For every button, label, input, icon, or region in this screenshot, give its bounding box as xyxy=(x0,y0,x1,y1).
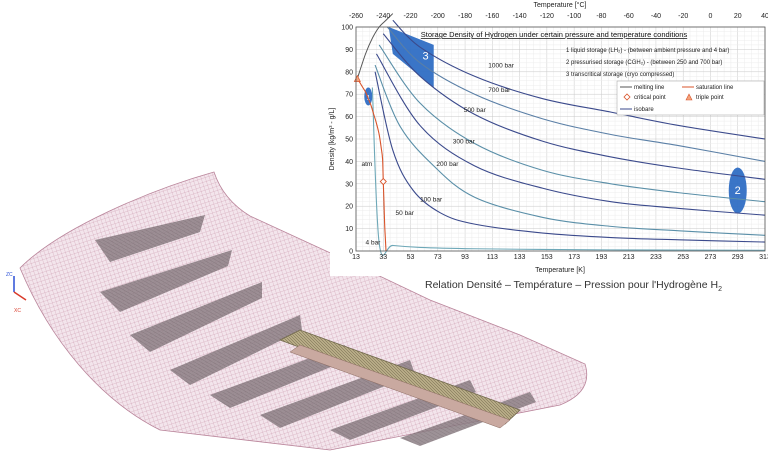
y-tick-label: 20 xyxy=(345,204,353,211)
legend-isobare: isobare xyxy=(634,107,654,113)
y-tick-label: 70 xyxy=(345,92,353,99)
atm-label: atm xyxy=(361,161,372,168)
isobar-label: 500 bar xyxy=(464,107,487,114)
x2-tick-label: 20 xyxy=(734,13,742,20)
axis-label-xc: XC xyxy=(14,308,21,314)
x-tick-label: 313 xyxy=(759,254,768,261)
x2-tick-label: -80 xyxy=(596,13,606,20)
line-legend: melting line saturation line critical po… xyxy=(616,80,765,116)
isobar-label: 50 bar xyxy=(396,210,415,217)
x2-tick-label: -20 xyxy=(678,13,688,20)
zone-legend: 1 liquid storage (LH₂) - (between ambien… xyxy=(566,48,729,78)
x-tick-label: 273 xyxy=(705,254,717,261)
isobar-label: 1000 bar xyxy=(488,62,514,69)
x-tick-label: 153 xyxy=(541,254,553,261)
x-axis-title: Temperature [K] xyxy=(535,267,585,274)
y-tick-label: 50 xyxy=(345,137,353,144)
isobar-1000-bar xyxy=(392,19,766,140)
isobar-label: 300 bar xyxy=(453,138,476,145)
y-tick-label: 0 xyxy=(349,249,353,256)
isobar-200-bar xyxy=(375,53,766,216)
phase-lines: atm xyxy=(353,13,394,252)
x-tick-label: 173 xyxy=(568,254,580,261)
x2-axis-title: Temperature [°C] xyxy=(534,1,587,9)
isobar-100-bar xyxy=(374,64,766,236)
legend-saturation-line: saturation line xyxy=(696,85,734,91)
y-axis-title: Density [kg/m³ - g/L] xyxy=(329,108,336,171)
triple-point-icon xyxy=(685,93,693,101)
zone-label-2: 2 xyxy=(735,185,741,197)
chart-caption: Relation Densité – Température – Pressio… xyxy=(425,279,722,294)
y-tick-label: 90 xyxy=(345,47,353,54)
saturation-line xyxy=(356,78,387,252)
isobar-50-bar xyxy=(374,71,766,243)
chart-title: Storage Density of Hydrogen under certai… xyxy=(421,30,688,39)
y-tick-label: 100 xyxy=(341,25,353,32)
legend-zone-1: 1 liquid storage (LH₂) - (between ambien… xyxy=(566,48,729,54)
x2-tick-label: -260 xyxy=(349,13,363,20)
isobar-500-bar xyxy=(382,33,766,180)
x2-tick-label: -200 xyxy=(431,13,445,20)
x-tick-label: 13 xyxy=(352,254,360,261)
legend-zone-3: 3 transcritical storage (cryo compressed… xyxy=(566,72,674,78)
axis-ticks: 13 33 53 73 93 113 133 153 173 193 213 233 253 273 293… xyxy=(341,13,768,261)
x2-tick-label: -40 xyxy=(651,13,661,20)
x2-tick-label: 40 xyxy=(761,13,768,20)
x2-tick-label: -140 xyxy=(513,13,527,20)
y-tick-label: 80 xyxy=(345,69,353,76)
y-tick-label: 60 xyxy=(345,114,353,121)
isobar-4-bar xyxy=(371,87,766,256)
y-tick-label: 40 xyxy=(345,159,353,166)
x-tick-label: 73 xyxy=(434,254,442,261)
x-tick-label: 133 xyxy=(514,254,526,261)
zone-2-area xyxy=(728,167,747,214)
isobar-label: 4 bar xyxy=(366,239,382,246)
x2-tick-label: -240 xyxy=(376,13,390,20)
x-tick-label: 213 xyxy=(623,254,635,261)
x2-tick-label: -180 xyxy=(458,13,472,20)
axis-triad-icon: ZC XC xyxy=(6,272,27,314)
x-tick-label: 233 xyxy=(650,254,662,261)
y-tick-label: 10 xyxy=(345,226,353,233)
x2-tick-label: -60 xyxy=(624,13,634,20)
melting-line xyxy=(356,13,394,79)
x-tick-label: 113 xyxy=(487,254,498,261)
plot-frame xyxy=(355,26,766,252)
isobar-label: 700 bar xyxy=(488,87,511,94)
critical-point-icon xyxy=(623,93,631,101)
legend-critical-point: critical point xyxy=(634,95,666,101)
isobar-label: 200 bar xyxy=(436,161,459,168)
x2-tick-label: -100 xyxy=(567,13,581,20)
x2-tick-label: -220 xyxy=(404,13,418,20)
x2-tick-label: -120 xyxy=(540,13,554,20)
isobar-label: 100 bar xyxy=(420,197,443,204)
zone-1-area xyxy=(364,87,373,106)
legend-triple-point: triple point xyxy=(696,95,724,101)
x2-tick-label: -160 xyxy=(485,13,499,20)
x-tick-label: 193 xyxy=(596,254,608,261)
y-tick-label: 30 xyxy=(345,181,353,188)
x-tick-label: 293 xyxy=(732,254,744,261)
x-tick-label: 53 xyxy=(407,254,415,261)
legend-zone-2: 2 pressurised storage (CGH₂) - (between … xyxy=(566,60,722,66)
isobar-lines: 1000 bar 700 bar 500 bar 300 bar 200 bar 100 … xyxy=(366,19,766,256)
isobar-300-bar xyxy=(378,44,766,203)
x-tick-label: 33 xyxy=(379,254,387,261)
x-tick-label: 253 xyxy=(677,254,689,261)
x2-tick-label: 0 xyxy=(709,13,713,20)
axis-label-zc: ZC xyxy=(6,272,13,278)
isobar-700-bar xyxy=(386,26,766,162)
zone-label-3: 3 xyxy=(422,51,428,63)
legend-melting-line: melting line xyxy=(634,85,665,91)
critical-point-marker xyxy=(379,177,387,186)
x-tick-label: 93 xyxy=(461,254,469,261)
